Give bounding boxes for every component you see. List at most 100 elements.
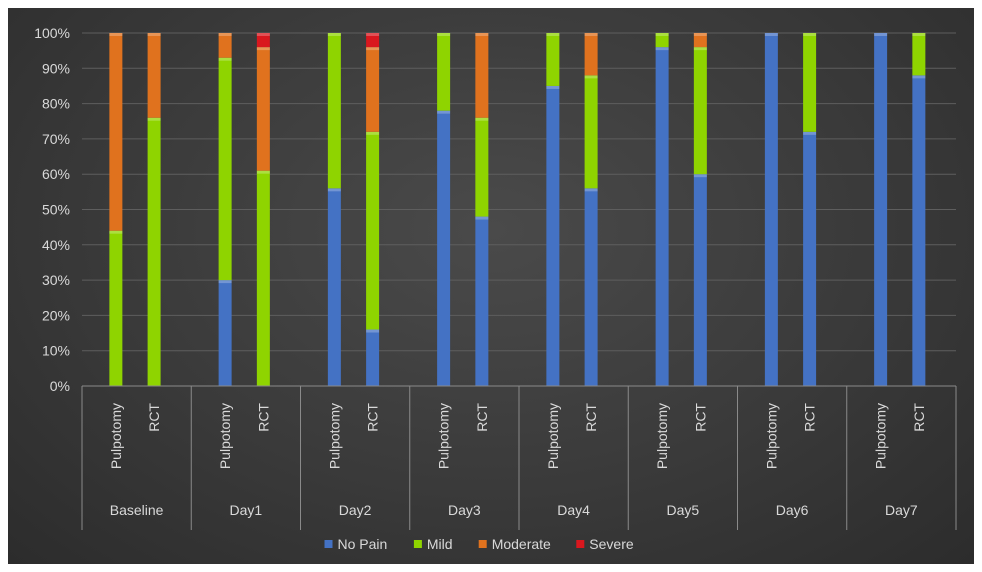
x-subcategory-label: Pulpotomy [217,403,233,469]
y-axis-ticks: 0% 10% 20% 30% 40% 50% 60% 70% 80% 90% 100% [34,25,70,394]
x-subcategory-label: RCT [692,403,708,432]
legend-label-moderate: Moderate [492,536,551,552]
y-tick-label: 0% [50,378,70,394]
bar-day4-rct-no-pain [584,188,598,386]
bar-highlight [584,188,598,192]
x-group-label: Day7 [885,502,918,518]
x-axis: Pulpotomy RCT Baseline Pulpotomy RCT Day1 Pulp… [81,385,957,530]
legend-swatch-mild [413,540,422,548]
x-subcategory-label: RCT [583,403,599,432]
bar-day2-rct-severe [366,33,380,48]
x-subcategory-label: RCT [365,403,381,432]
y-tick-label: 60% [42,166,70,182]
gridlines [82,32,956,387]
bar-day2-rct-mild [366,131,380,330]
legend-swatch-no-pain [324,540,333,548]
bar-highlight [366,131,380,135]
y-tick-label: 70% [42,131,70,147]
bar-highlight [912,33,926,36]
x-group-label: Day6 [776,502,809,518]
bar-highlight [546,85,560,89]
x-group-label: Day5 [667,502,700,518]
bar-highlight [584,33,598,36]
bar-highlight [803,33,817,36]
bar-highlight [366,47,380,51]
x-group-label: Day3 [448,502,481,518]
bar-day3-rct-no-pain [475,216,489,386]
legend-label-mild: Mild [427,536,453,552]
bar-day1-rct-mild [256,170,270,386]
bar-highlight [437,33,451,36]
x-subcategory-label: Pulpotomy [326,403,342,469]
legend-swatch-severe [576,540,585,548]
bar-day7-rct-mild [912,33,926,76]
x-subcategory-label: Pulpotomy [436,403,452,469]
x-subcategory-label: RCT [474,403,490,432]
bar-highlight [109,33,123,36]
bar-day4-rct-moderate [584,33,598,76]
bar-day7-rct-no-pain [912,75,926,387]
bar-highlight [912,75,926,79]
x-group-label: Day2 [339,502,372,518]
bar-highlight [475,33,489,36]
x-subcategory-label: RCT [802,403,818,432]
x-subcategory-label: Pulpotomy [763,403,779,469]
bar-day3-rct-mild [475,117,489,217]
bar-highlight [218,280,232,284]
bar-highlight [803,131,817,135]
y-tick-label: 40% [42,237,70,253]
bar-day1-pulpotomy-mild [218,57,232,281]
bar-highlight [366,329,380,333]
legend: No Pain Mild Moderate Severe [324,536,634,552]
y-tick-label: 50% [42,202,70,218]
bar-highlight [437,110,451,114]
chart-area: 0% 10% 20% 30% 40% 50% 60% 70% 80% 90% 100% Pulpot… [8,8,974,564]
bar-highlight [475,216,489,220]
bar-highlight [256,33,270,36]
bar-baseline-pulpotomy-moderate [109,33,123,231]
y-tick-label: 80% [42,96,70,112]
bar-highlight [693,47,707,51]
bar-baseline-pulpotomy-mild [109,230,123,386]
bars [109,33,926,387]
bar-baseline-rct-moderate [147,33,161,118]
bar-highlight [327,33,341,36]
bar-day3-pulpotomy-no-pain [437,110,451,386]
bar-day5-rct-moderate [693,33,707,48]
bar-highlight [147,33,161,36]
legend-label-severe: Severe [589,536,634,552]
bar-day2-rct-moderate [366,47,380,132]
y-tick-label: 100% [34,25,70,41]
x-subcategory-label: Pulpotomy [545,403,561,469]
bar-day3-rct-moderate [475,33,489,118]
x-subcategory-label: RCT [255,403,271,432]
bar-day4-rct-mild [584,75,598,189]
y-tick-label: 10% [42,343,70,359]
y-tick-label: 30% [42,272,70,288]
bar-day6-rct-mild [803,33,817,132]
bar-highlight [218,57,232,61]
x-group-label: Day1 [230,502,263,518]
bar-day2-pulpotomy-no-pain [327,188,341,386]
bar-highlight [256,47,270,51]
bar-day1-pulpotomy-no-pain [218,280,232,386]
y-tick-label: 90% [42,60,70,76]
bar-day7-pulpotomy-no-pain [874,33,888,386]
bar-highlight [256,170,270,174]
bar-day1-pulpotomy-moderate [218,33,232,58]
stacked-bar-chart: 0% 10% 20% 30% 40% 50% 60% 70% 80% 90% 100% Pulpot… [34,25,957,552]
bar-day6-rct-no-pain [803,131,817,386]
bar-day3-pulpotomy-mild [437,33,451,111]
bar-day4-pulpotomy-no-pain [546,85,560,386]
x-subcategory-label: Pulpotomy [108,403,124,469]
bar-highlight [693,33,707,36]
bar-day5-pulpotomy-no-pain [655,47,669,387]
bar-day5-pulpotomy-mild [655,33,669,48]
bar-highlight [327,188,341,192]
bar-highlight [764,33,778,36]
bar-day5-rct-mild [693,47,707,175]
bar-highlight [693,174,707,178]
bar-day6-pulpotomy-no-pain [764,33,778,386]
x-subcategory-label: RCT [911,403,927,432]
y-tick-label: 20% [42,307,70,323]
